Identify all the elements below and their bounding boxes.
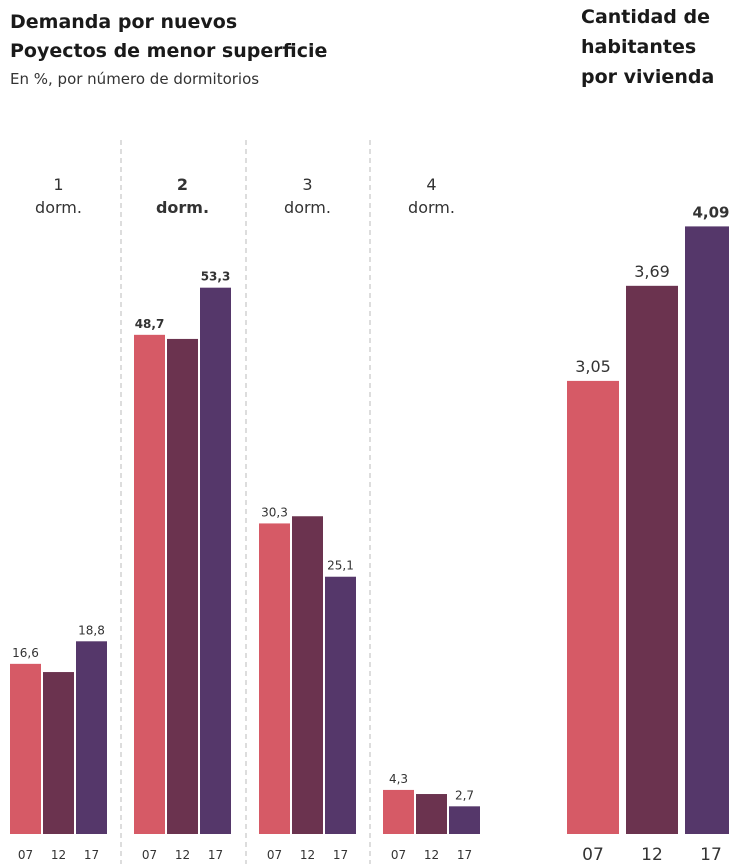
x-tick-g2-17: 17 [208,848,223,862]
data-label-g2-17: 53,3 [201,270,231,284]
bar-g4-12 [416,794,447,834]
data-label-g1-17: 18,8 [78,623,105,637]
group-label-4-unit: dorm. [408,198,455,217]
habitantes-x-tick-07: 07 [582,845,604,864]
group-label-3-unit: dorm. [284,198,331,217]
right-chart-title: Cantidad de habitantes por vivienda [581,2,714,92]
x-tick-g3-07: 07 [267,848,282,862]
habitantes-x-tick-17: 17 [700,845,722,864]
left-title-line2: Poyectos de menor superficie [10,40,328,62]
right-title-line2: habitantes [581,36,697,58]
habitantes-x-tick-12: 12 [641,845,663,864]
habitantes-label-17: 4,09 [692,203,729,221]
x-tick-g1-12: 12 [51,848,66,862]
group-label-2-unit: dorm. [156,198,209,217]
data-label-g3-07: 30,3 [261,505,288,519]
bar-g2-07 [134,334,165,834]
bar-g1-07 [10,663,41,834]
group-label-1: 1 [53,175,63,194]
x-tick-g2-07: 07 [142,848,157,862]
habitantes-label-07: 3,05 [575,357,611,376]
bar-g2-12 [167,338,198,834]
x-tick-g1-07: 07 [18,848,33,862]
group-label-4: 4 [426,175,436,194]
data-label-g2-07: 48,7 [135,317,165,331]
right-title-line1: Cantidad de [581,6,711,28]
bar-g4-07 [383,789,414,834]
group-label-3: 3 [302,175,312,194]
left-chart-title: Demanda por nuevos Poyectos de menor sup… [10,8,327,66]
group-label-1-unit: dorm. [35,198,82,217]
left-chart-subtitle: En %, por número de dormitorios [10,70,260,88]
x-tick-g3-17: 17 [333,848,348,862]
x-tick-g3-12: 12 [300,848,315,862]
habitantes-bar-12 [626,285,678,834]
data-label-g3-17: 25,1 [327,559,354,573]
x-tick-g4-12: 12 [424,848,439,862]
bar-g3-12 [292,516,323,834]
data-label-g1-07: 16,6 [12,646,39,660]
bar-g4-17 [449,806,480,834]
habitantes-bar-17 [685,226,729,834]
x-tick-g2-12: 12 [175,848,190,862]
bar-g3-17 [325,576,356,834]
right-title-line3: por vivienda [581,66,715,88]
x-tick-g4-17: 17 [457,848,472,862]
data-label-g4-07: 4,3 [389,772,408,786]
bar-g1-12 [43,672,74,834]
bar-g2-17 [200,287,231,834]
left-title-line1: Demanda por nuevos [10,11,238,33]
x-tick-g1-17: 17 [84,848,99,862]
group-label-2: 2 [177,175,188,194]
bar-g1-17 [76,641,107,834]
x-tick-g4-07: 07 [391,848,406,862]
habitantes-bar-07 [567,380,619,834]
data-label-g4-17: 2,7 [455,788,474,802]
habitantes-label-12: 3,69 [634,262,670,281]
bar-g3-07 [259,523,290,834]
